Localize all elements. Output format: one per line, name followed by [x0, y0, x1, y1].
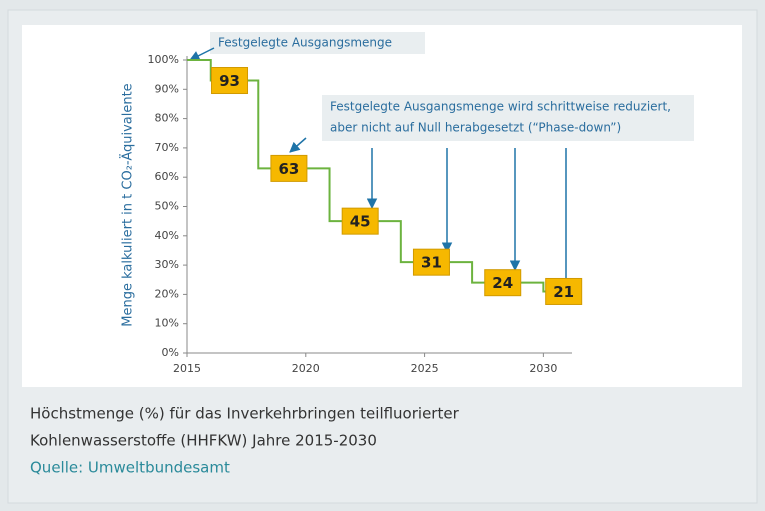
annotation: Festgelegte Ausgangsmenge wird schrittwe…: [330, 100, 671, 114]
caption: Kohlenwasserstoffe (HHFKW) Jahre 2015-20…: [30, 432, 377, 450]
y-tick-label: 60%: [155, 170, 179, 183]
x-tick-label: 2020: [292, 362, 320, 375]
arrow: [189, 47, 215, 61]
annotation-bg: [322, 95, 694, 141]
y-tick-label: 20%: [155, 287, 179, 300]
y-tick-label: 70%: [155, 141, 179, 154]
value-label: 31: [421, 254, 442, 272]
value-label: 21: [553, 283, 574, 301]
y-tick-label: 10%: [155, 317, 179, 330]
value-label-box: [270, 154, 308, 182]
value-label-box: [211, 67, 249, 95]
value-label: 63: [278, 160, 299, 178]
arrow: [289, 137, 307, 153]
value-label-box: [545, 277, 583, 305]
y-tick-label: 30%: [155, 258, 179, 271]
y-tick-label: 90%: [155, 82, 179, 95]
value-label-box: [341, 207, 379, 235]
value-label: 93: [219, 72, 240, 90]
value-label: 45: [350, 213, 371, 231]
y-tick-label: 40%: [155, 229, 179, 242]
y-tick-label: 80%: [155, 112, 179, 125]
y-axis-label: Menge kalkuliert in t CO₂-Äquivalente: [120, 83, 136, 326]
y-tick-label: 100%: [148, 53, 179, 66]
caption-source: Quelle: Umweltbundesamt: [30, 459, 230, 477]
y-tick-label: 50%: [155, 200, 179, 213]
y-tick-label: 0%: [162, 346, 179, 359]
annotation: aber nicht auf Null herabgesetzt (“Phase…: [330, 121, 621, 135]
value-label: 24: [492, 274, 513, 292]
x-tick-label: 2025: [411, 362, 439, 375]
x-tick-label: 2015: [173, 362, 201, 375]
value-label-box: [484, 269, 522, 297]
annotation: Festgelegte Ausgangsmenge: [218, 36, 392, 50]
x-tick-label: 2030: [529, 362, 557, 375]
caption: Höchstmenge (%) für das Inverkehrbringen…: [30, 405, 460, 423]
value-label-box: [412, 248, 450, 276]
chart-panel: [22, 25, 742, 387]
annotation-bg: [210, 32, 425, 54]
